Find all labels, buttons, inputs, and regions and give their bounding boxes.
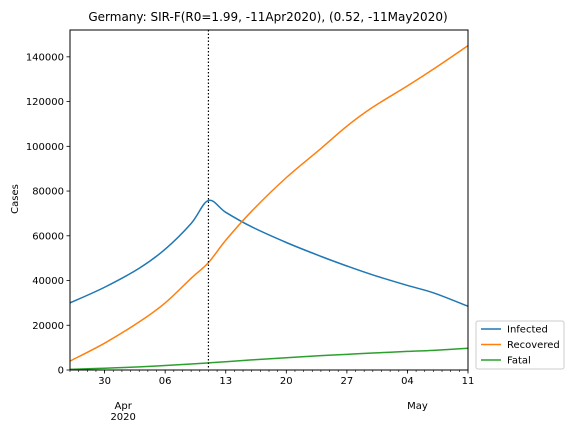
y-tick-label: 40000 — [32, 276, 64, 287]
y-axis-label: Cases — [10, 184, 21, 214]
series-line-infected — [69, 199, 469, 307]
x-month-label: Apr — [115, 401, 133, 412]
x-month-label: May — [407, 401, 428, 412]
legend-box — [475, 320, 565, 370]
chart-title: Germany: SIR-F(R0=1.99, -11Apr2020), (0.… — [88, 10, 447, 24]
x-tick-label: 27 — [341, 376, 354, 387]
legend-label-infected: Infected — [507, 325, 548, 336]
y-tick-label: 0 — [58, 366, 64, 377]
y-tick-label: 80000 — [32, 187, 64, 198]
y-tick-label: 20000 — [32, 321, 64, 332]
y-tick-label: 60000 — [32, 231, 64, 242]
series-line-recovered — [69, 45, 469, 362]
legend: Infected Recovered Fatal — [475, 320, 565, 370]
plot-area — [69, 30, 469, 371]
x-tick-label: 13 — [219, 376, 232, 387]
x-tick-label: 30 — [98, 376, 111, 387]
x-tick-label: 06 — [159, 376, 172, 387]
plot-frame — [69, 29, 469, 371]
x-year-label: 2020 — [110, 412, 135, 423]
legend-label-fatal: Fatal — [507, 356, 531, 367]
y-tick-label: 100000 — [26, 142, 64, 153]
y-tick-label: 140000 — [26, 52, 64, 63]
axes: 0 20000 40000 60000 80000 100000 120000 140000 3… — [26, 52, 475, 423]
series-line-fatal — [69, 347, 469, 371]
y-tick-label: 120000 — [26, 97, 64, 108]
x-tick-label: 11 — [462, 376, 475, 387]
x-tick-label: 20 — [280, 376, 293, 387]
x-tick-label: 04 — [401, 376, 414, 387]
legend-label-recovered: Recovered — [507, 340, 560, 351]
